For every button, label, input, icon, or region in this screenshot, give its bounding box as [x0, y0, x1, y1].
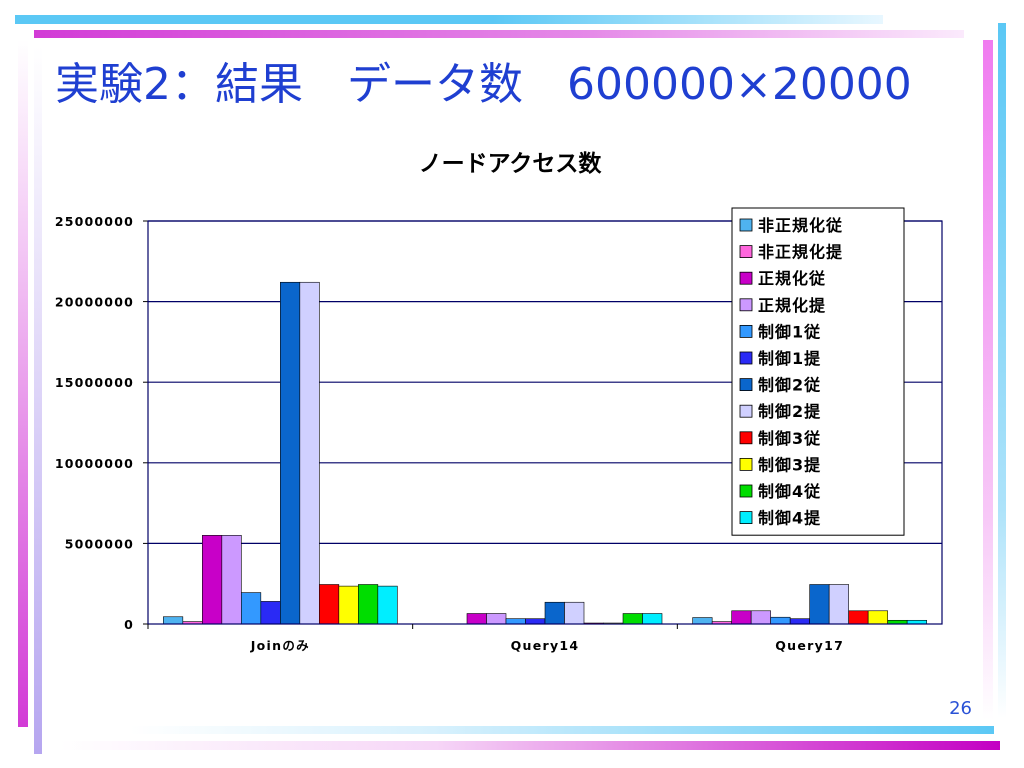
legend-label: 制御3従 — [758, 429, 821, 448]
legend-label: 制御1提 — [758, 349, 821, 368]
bottom-deco-bar-magenta — [60, 741, 1000, 750]
bar — [377, 585, 398, 625]
bar — [202, 535, 223, 625]
legend-swatch — [739, 431, 753, 445]
y-tick-label: 5000000 — [65, 536, 134, 551]
bar — [221, 535, 242, 625]
legend-swatch — [739, 378, 753, 392]
legend-swatch — [739, 511, 753, 525]
legend-label: 制御1従 — [758, 322, 821, 341]
bar — [789, 618, 810, 625]
top-deco-bar-blue — [15, 15, 883, 24]
bar — [544, 601, 565, 625]
bar — [163, 616, 184, 625]
slide-title: 実験2：結果 データ数 600000×20000 — [55, 59, 912, 110]
legend-label: 制御4提 — [758, 509, 821, 528]
bar — [466, 613, 487, 625]
right-deco-bar-cyan — [998, 23, 1006, 718]
legend-swatch — [739, 324, 753, 338]
chart-title: ノードアクセス数 — [419, 151, 603, 177]
bar — [750, 610, 771, 625]
y-tick-label: 25000000 — [55, 214, 134, 229]
bar — [358, 584, 379, 625]
legend-label: 非正規化提 — [758, 243, 843, 262]
axis-layer: 0 5000000 10000000 15000000 20000000 25000000… — [55, 214, 943, 653]
legend-swatch — [739, 245, 753, 259]
x-tick-label: Joinのみ — [250, 638, 310, 653]
legend-swatch — [739, 351, 753, 365]
legend-swatch — [739, 218, 753, 232]
bottom-deco-bar-blue — [130, 726, 994, 734]
legend-label: 非正規化従 — [758, 216, 843, 235]
bar — [505, 618, 526, 625]
x-tick-label: Query14 — [511, 638, 580, 653]
bar — [731, 610, 752, 625]
legend-swatch — [739, 484, 753, 498]
bar — [525, 618, 546, 625]
bar — [809, 584, 830, 625]
y-tick-label: 20000000 — [55, 295, 134, 310]
bar — [280, 281, 301, 625]
legend-label: 制御2提 — [758, 402, 821, 421]
right-deco-bar-magenta — [983, 40, 993, 720]
legend-label: 制御4従 — [758, 482, 821, 501]
legend-label: 制御3提 — [758, 455, 821, 474]
slide-number: 26 — [949, 698, 972, 719]
legend-swatch — [739, 298, 753, 312]
bar — [867, 610, 888, 625]
bar — [260, 601, 281, 625]
plot-area — [147, 220, 943, 625]
bar — [692, 617, 713, 625]
legend-label: 制御2従 — [758, 376, 821, 395]
bar — [564, 601, 585, 625]
legend-swatch — [739, 271, 753, 285]
legend-box — [731, 207, 905, 536]
bar-layer — [163, 281, 927, 625]
y-tick-label: 10000000 — [55, 456, 134, 471]
y-tick-label: 15000000 — [55, 375, 134, 390]
bar — [770, 616, 791, 625]
x-tick-label: Query17 — [775, 638, 844, 653]
bar — [241, 592, 262, 625]
bar — [848, 610, 869, 625]
legend-label: 正規化提 — [758, 296, 826, 315]
bar — [338, 585, 359, 625]
left-deco-bar-magenta — [18, 40, 28, 727]
bar — [486, 613, 507, 625]
bar — [622, 613, 643, 625]
legend-label: 正規化従 — [758, 269, 826, 288]
legend-swatch — [739, 457, 753, 471]
y-tick-label: 0 — [124, 617, 134, 632]
bar — [828, 584, 849, 625]
bar — [299, 281, 320, 625]
top-deco-bar-magenta — [34, 30, 964, 38]
bar — [319, 584, 340, 625]
legend: 非正規化従非正規化提正規化従正規化提制御1従制御1提制御2従制御2提制御3従制御… — [731, 207, 905, 536]
legend-swatch — [739, 404, 753, 418]
left-deco-bar-lavender — [34, 46, 42, 754]
bar — [642, 613, 663, 625]
